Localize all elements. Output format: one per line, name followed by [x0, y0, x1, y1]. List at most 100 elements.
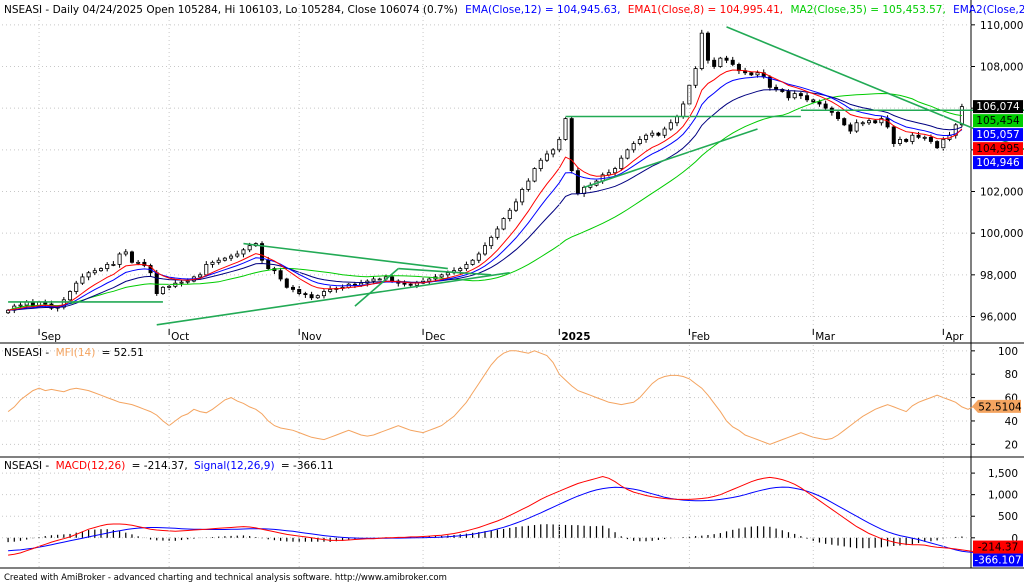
price-badge-label: 104,946: [976, 157, 1020, 169]
candle-body: [631, 143, 636, 151]
candle-body: [582, 186, 587, 194]
macd-line: [8, 475, 1006, 556]
candle-body: [860, 122, 865, 125]
macd-title-signal: Signal(12,26,9): [194, 460, 275, 472]
candle-body: [154, 272, 159, 294]
candle-body: [575, 170, 580, 194]
price-tick-label: 108,000: [980, 62, 1023, 74]
candle-body: [111, 264, 116, 266]
candle-body: [210, 261, 215, 265]
macd-pane: 0 500 1,000 1,500 -214.37-366.107: [2, 468, 1023, 567]
trendline: [583, 128, 758, 189]
candle-body: [458, 268, 463, 272]
price-tick-label: 96,000: [980, 312, 1017, 324]
candle-body: [928, 136, 933, 142]
candle-body: [105, 264, 110, 269]
candle-body: [526, 180, 531, 190]
candle-body: [408, 283, 413, 286]
x-tick-label: 2025: [561, 331, 590, 343]
candle-body: [879, 118, 884, 124]
x-tick-label: Nov: [301, 331, 322, 343]
candle-body: [92, 270, 97, 274]
candle-body: [278, 270, 283, 280]
macd-tick-label: 500: [998, 511, 1018, 523]
candle-body: [675, 116, 680, 124]
candle-body: [885, 118, 890, 128]
candle-body: [823, 103, 828, 109]
macd-title-name: MACD(12,26): [56, 460, 126, 472]
macd-badge: [973, 540, 1023, 554]
candle-body: [513, 201, 518, 211]
candle-body: [712, 59, 717, 67]
candle-body: [464, 264, 469, 269]
ma35-line: [7, 92, 962, 311]
x-tick-label: Mar: [815, 331, 835, 343]
candle-body: [842, 118, 847, 126]
candle-body: [309, 294, 314, 299]
candle-body: [644, 134, 649, 140]
mfi-tick-label: 80: [1005, 369, 1018, 381]
candle-body: [216, 259, 221, 263]
x-tick-label: Apr: [945, 331, 964, 343]
price-badge-label: 104,995: [976, 143, 1019, 155]
mfi-tick-label: 20: [1005, 439, 1018, 451]
candle-body: [941, 139, 946, 149]
mfi-badge: [972, 399, 1021, 413]
mfi-title-value: = 52.51: [102, 347, 144, 359]
candle-body: [656, 132, 661, 136]
candle-body: [179, 281, 184, 284]
candle-body: [749, 72, 754, 76]
candle-body: [167, 285, 172, 288]
x-axis: Sep Oct Nov Dec 2025 Feb Mar Apr: [38, 4, 964, 568]
candle-body: [786, 91, 791, 99]
candle-body: [247, 245, 252, 251]
candle-body: [260, 243, 265, 261]
price-badge-label: 105,454: [976, 115, 1020, 127]
trendline: [354, 267, 399, 307]
price-tick-label: 102,000: [980, 187, 1023, 199]
macd-badge-label: -366.107: [974, 555, 1021, 567]
candle-body: [699, 32, 704, 69]
candle-body: [439, 274, 444, 278]
x-tick-label: Oct: [171, 331, 189, 343]
x-tick-label: Feb: [691, 331, 710, 343]
candle-body: [371, 278, 376, 282]
candle-body: [86, 272, 91, 278]
price-tick-label: 98,000: [980, 270, 1017, 282]
candle-body: [74, 282, 79, 292]
ema20-line: [8, 89, 963, 311]
candle-body: [613, 168, 618, 174]
candle-body: [730, 59, 735, 65]
macd-tick-label: 0: [1011, 533, 1018, 545]
mfi-badge-label: 52.5104: [978, 401, 1022, 413]
macd-title: NSEASI - MACD(12,26) = -214.37, Signal(1…: [4, 460, 334, 472]
candle-body: [142, 261, 147, 266]
candle-body: [922, 136, 927, 139]
price-badge: [973, 100, 1023, 114]
candle-body: [625, 149, 630, 159]
macd-title-value: = -214.37,: [132, 460, 188, 472]
price-badge: [973, 142, 1023, 156]
trendline: [398, 267, 492, 276]
candle-body: [185, 280, 190, 283]
candle-body: [501, 218, 506, 230]
ema12-line: [8, 76, 963, 311]
candle-body: [160, 286, 165, 294]
candle-body: [241, 249, 246, 255]
candle-body: [204, 264, 209, 276]
candle-body: [476, 253, 481, 261]
trendline: [243, 242, 448, 270]
candle-body: [681, 103, 686, 117]
candle-body: [80, 276, 85, 284]
candle-body: [284, 278, 289, 288]
candle-body: [129, 251, 134, 263]
signal-line: [8, 486, 1012, 555]
candle-body: [482, 245, 487, 255]
candle-body: [229, 255, 234, 259]
mfi-tick-label: 100: [998, 346, 1018, 358]
candle-body: [873, 120, 878, 124]
price-badge-label: 106,074: [976, 101, 1020, 113]
candle-body: [321, 291, 326, 297]
candle-body: [297, 289, 302, 294]
